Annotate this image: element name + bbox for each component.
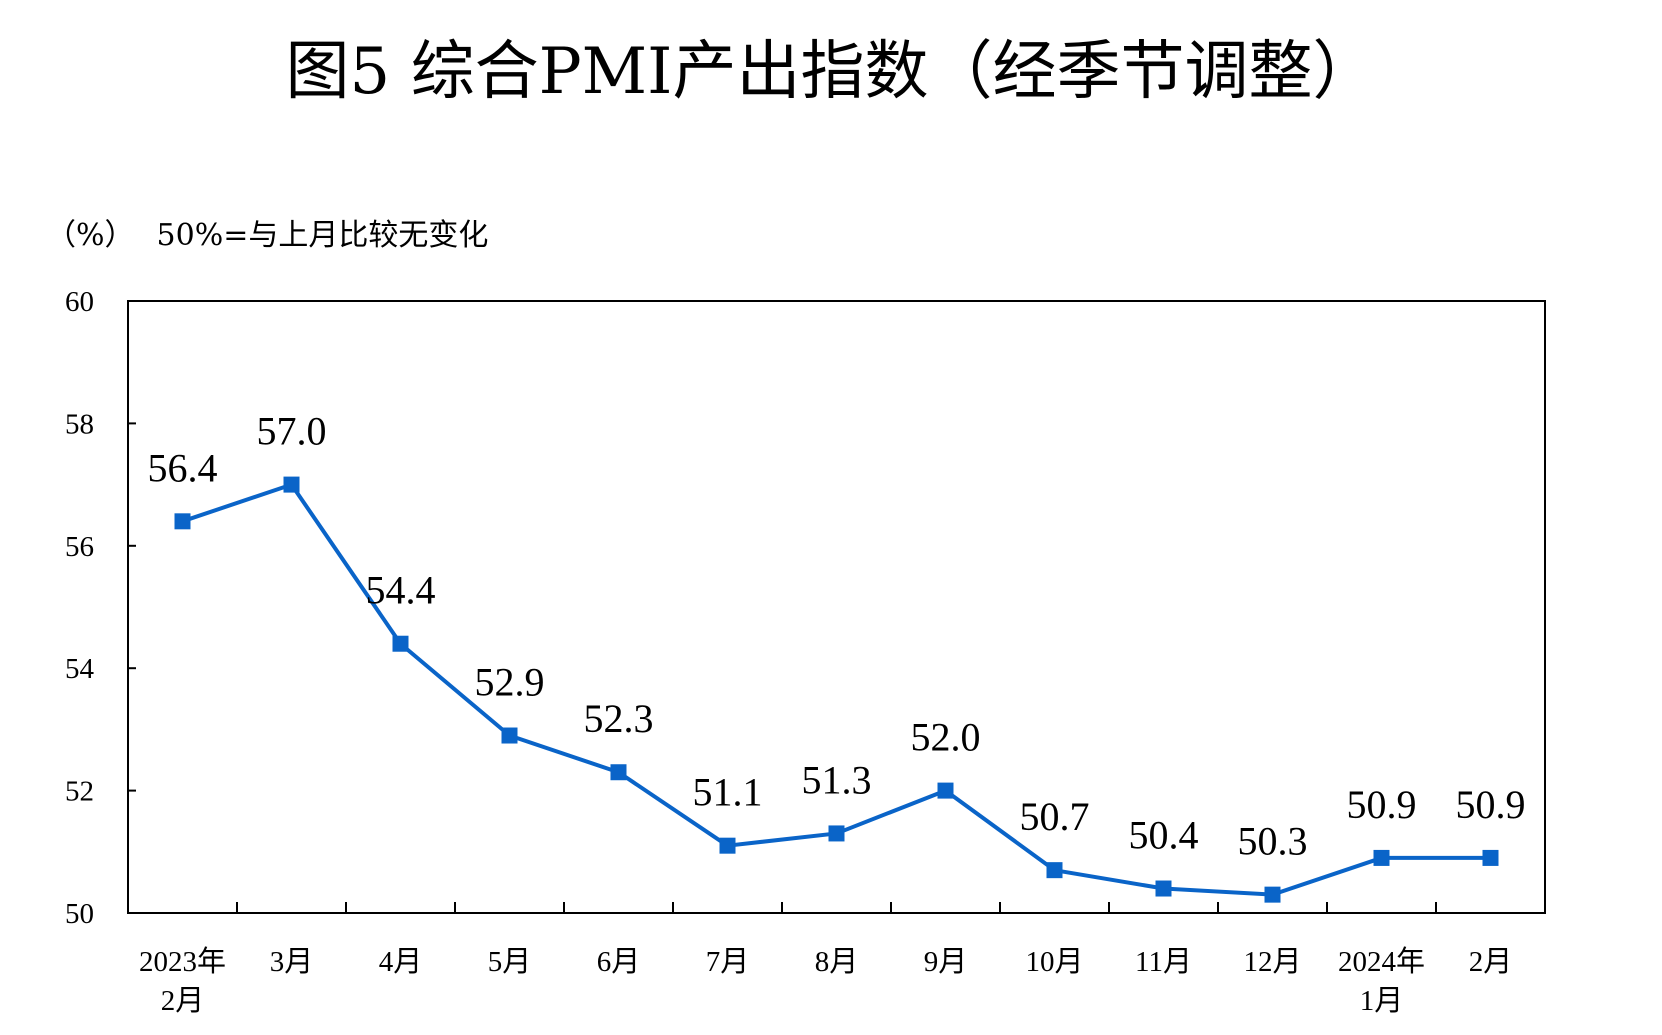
data-label: 50.9 bbox=[1456, 782, 1526, 827]
data-point bbox=[1482, 849, 1499, 866]
x-tick-label: 9月 bbox=[924, 946, 968, 978]
y-tick-label: 60 bbox=[65, 286, 94, 318]
y-tick-label: 58 bbox=[65, 408, 94, 440]
y-unit-label: （%） bbox=[46, 218, 135, 253]
plot-frame bbox=[127, 300, 1546, 914]
y-axis: 50 52 54 56 58 60 bbox=[65, 286, 136, 930]
data-point bbox=[283, 476, 300, 493]
x-tick-label-line: 4月 bbox=[379, 946, 423, 978]
x-tick-label-line: 12月 bbox=[1243, 946, 1301, 978]
x-tick-label-line: 2024年 bbox=[1338, 945, 1425, 978]
unit-note: （%） 50%=与上月比较无变化 bbox=[46, 216, 488, 256]
x-tick-label: 10月 bbox=[1025, 946, 1083, 978]
x-tick-label-line: 3月 bbox=[270, 946, 314, 978]
data-point bbox=[937, 782, 954, 799]
data-label: 56.4 bbox=[148, 445, 218, 490]
x-tick-label: 5月 bbox=[488, 946, 532, 978]
y-tick-label: 54 bbox=[65, 653, 95, 685]
data-label: 51.1 bbox=[693, 770, 763, 815]
data-point bbox=[174, 513, 191, 530]
data-point bbox=[719, 837, 736, 854]
x-tick-label-line: 11月 bbox=[1135, 946, 1192, 978]
chart-title: 图5 综合PMI产出指数（经季节调整） bbox=[285, 35, 1377, 109]
x-axis: 2023年 2月 3月 4月 5月 6月 7月 8月 9月 10月 11月 12月 2024年 1月 2月 bbox=[139, 902, 1512, 1017]
y-tick-label: 52 bbox=[65, 776, 94, 808]
data-label: 52.9 bbox=[475, 660, 545, 705]
x-tick-label: 2023年 2月 bbox=[139, 945, 226, 1017]
x-tick-label-line: 6月 bbox=[597, 946, 641, 978]
data-label: 50.9 bbox=[1347, 782, 1417, 827]
data-label: 51.3 bbox=[802, 757, 872, 802]
data-label: 52.3 bbox=[584, 696, 654, 741]
data-point bbox=[610, 764, 627, 781]
x-tick-label: 11月 bbox=[1135, 946, 1192, 978]
x-tick-label: 12月 bbox=[1243, 946, 1301, 978]
y-tick-label: 50 bbox=[65, 898, 94, 930]
data-point bbox=[1373, 849, 1390, 866]
x-tick-label-line: 2月 bbox=[161, 985, 205, 1017]
x-tick-label-line: 2023年 bbox=[139, 945, 226, 978]
data-point bbox=[828, 825, 845, 842]
series-line-group bbox=[174, 476, 1499, 903]
x-tick-label-line: 10月 bbox=[1025, 946, 1083, 978]
data-label: 50.3 bbox=[1238, 819, 1308, 864]
x-tick-label-line: 2月 bbox=[1469, 946, 1513, 978]
data-label: 50.4 bbox=[1129, 813, 1199, 858]
x-tick-label: 3月 bbox=[270, 946, 314, 978]
data-point bbox=[1155, 880, 1172, 897]
data-point bbox=[1046, 862, 1063, 879]
x-tick-label-line: 8月 bbox=[815, 946, 859, 978]
data-point bbox=[1264, 886, 1281, 903]
data-labels: 56.4 57.0 54.4 52.9 52.3 51.1 51.3 52.0 50.7 50.4… bbox=[148, 409, 1526, 864]
data-point bbox=[501, 727, 518, 744]
data-label: 52.0 bbox=[911, 715, 981, 760]
x-tick-label: 7月 bbox=[706, 946, 750, 978]
x-tick-label: 4月 bbox=[379, 946, 423, 978]
x-tick-label: 2024年 1月 bbox=[1338, 945, 1425, 1017]
data-point bbox=[392, 635, 409, 652]
data-label: 57.0 bbox=[257, 409, 327, 454]
data-label: 50.7 bbox=[1020, 794, 1090, 839]
x-tick-label-line: 7月 bbox=[706, 946, 750, 978]
data-label: 54.4 bbox=[366, 568, 436, 613]
x-tick-label-line: 9月 bbox=[924, 946, 968, 978]
x-tick-label-line: 5月 bbox=[488, 946, 532, 978]
baseline-note: 50%=与上月比较无变化 bbox=[156, 218, 489, 253]
x-tick-label: 6月 bbox=[597, 946, 641, 978]
x-tick-label: 2月 bbox=[1469, 946, 1513, 978]
x-tick-label: 8月 bbox=[815, 946, 859, 978]
x-tick-label-line: 1月 bbox=[1360, 985, 1404, 1017]
y-tick-label: 56 bbox=[65, 531, 94, 563]
